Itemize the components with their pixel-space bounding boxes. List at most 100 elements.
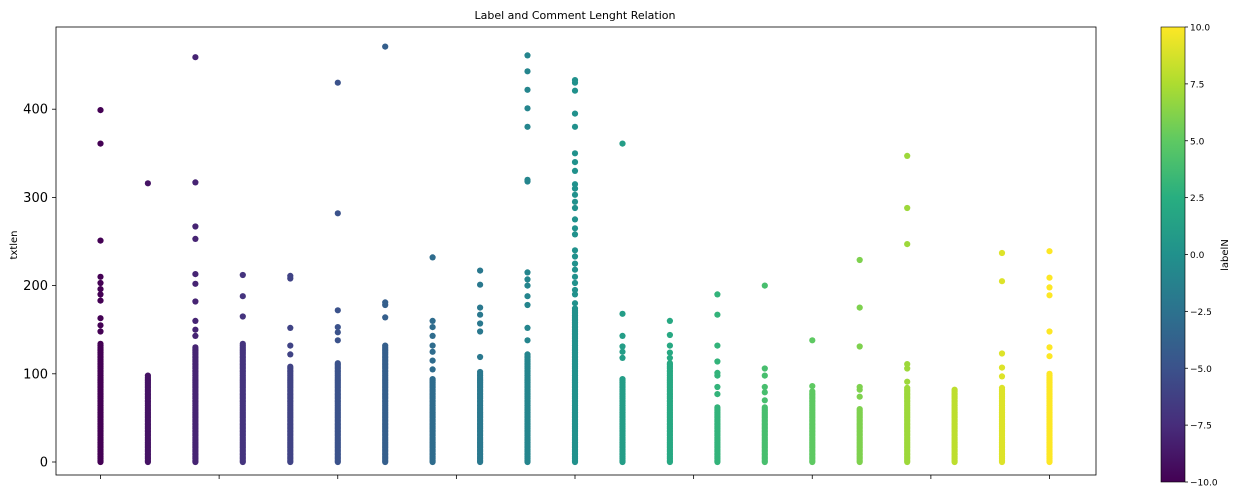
series-column <box>904 152 911 466</box>
scatter-point <box>192 298 199 305</box>
scatter-point <box>334 324 341 331</box>
scatter-point <box>761 372 768 379</box>
scatter-point <box>192 344 199 351</box>
scatter-point <box>571 77 579 84</box>
scatter-point <box>951 386 958 393</box>
series-column <box>571 77 579 466</box>
scatter-point <box>524 282 531 289</box>
scatter-point <box>714 404 721 411</box>
scatter-point <box>192 332 199 339</box>
scatter-point <box>97 140 104 147</box>
series-column <box>287 272 294 466</box>
scatter-point <box>334 79 341 86</box>
scatter-point <box>97 322 104 329</box>
colorbar-tick-label: 7.5 <box>1190 80 1204 90</box>
series-column <box>619 140 626 466</box>
scatter-point <box>571 253 579 260</box>
scatter-point <box>382 299 389 306</box>
scatter-point <box>904 152 911 159</box>
series-column <box>809 337 816 466</box>
y-axis-ticks: 0 100 200 300 400 <box>23 103 56 471</box>
scatter-point <box>714 358 721 365</box>
colorbar-gradient <box>1160 26 1186 483</box>
scatter-point <box>998 350 1006 357</box>
y-tick-label: 0 <box>40 456 48 471</box>
y-tick-label: 300 <box>23 191 48 206</box>
scatter-point <box>714 369 721 376</box>
plot-frame <box>55 26 1097 476</box>
scatter-point <box>287 324 294 331</box>
scatter-point <box>334 360 341 367</box>
scatter-point <box>429 254 436 261</box>
scatter-point <box>334 337 341 344</box>
scatter-point <box>619 376 626 383</box>
scatter-point <box>571 231 579 238</box>
scatter-point <box>761 404 768 411</box>
series-column <box>666 317 674 466</box>
scatter-point <box>524 337 531 344</box>
colorbar-tick-label: −5.0 <box>1190 365 1212 375</box>
scatter-point <box>477 328 484 335</box>
scatter-point <box>571 150 579 157</box>
scatter-point <box>334 210 341 217</box>
scatter-point <box>524 293 531 300</box>
series-column <box>477 267 484 466</box>
scatter-point <box>571 204 579 212</box>
scatter-point <box>524 324 531 331</box>
colorbar: 10.0 7.5 5.0 2.5 0.0 −2.5 −5.0 −7.5 −10.0 labelN <box>1160 24 1231 489</box>
y-axis-title: txtlen <box>9 230 20 259</box>
scatter-point <box>571 159 579 166</box>
scatter-point <box>1046 353 1053 360</box>
colorbar-tick-label: 0.0 <box>1190 251 1205 261</box>
series-column <box>239 271 246 466</box>
scatter-point <box>429 342 436 349</box>
scatter-point <box>1046 370 1053 377</box>
scatter-point <box>571 266 579 273</box>
scatter-point <box>571 300 579 307</box>
scatter-point <box>97 297 104 304</box>
scatter-point <box>998 373 1006 380</box>
series-column <box>524 52 531 466</box>
scatter-point <box>998 278 1006 285</box>
scatter-point <box>97 328 104 335</box>
scatter-point <box>619 332 626 339</box>
scatter-point <box>429 317 436 324</box>
colorbar-tick-label: 5.0 <box>1190 137 1205 147</box>
scatter-point <box>524 276 531 283</box>
chart-title: Label and Comment Lenght Relation <box>475 9 676 22</box>
scatter-point <box>524 269 531 276</box>
scatter-point <box>856 393 863 400</box>
scatter-point <box>856 406 863 413</box>
scatter-point <box>904 204 911 212</box>
scatter-point <box>429 366 436 373</box>
x-axis-ticks <box>100 475 1050 479</box>
scatter-point <box>571 247 579 254</box>
series-column <box>97 107 104 466</box>
scatter-point <box>619 348 626 355</box>
scatter-point <box>429 348 436 355</box>
scatter-point <box>382 43 389 50</box>
colorbar-tick-label: 2.5 <box>1190 194 1204 204</box>
scatter-point <box>192 54 199 61</box>
scatter-point <box>619 140 626 147</box>
series-column <box>856 256 863 466</box>
scatter-point <box>97 279 104 287</box>
scatter-point <box>334 307 341 314</box>
scatter-point <box>192 326 199 333</box>
colorbar-tick-label: 10.0 <box>1190 24 1210 34</box>
scatter-point <box>571 273 579 280</box>
scatter-point <box>856 256 863 264</box>
scatter-point <box>429 376 436 383</box>
series-column <box>334 79 341 466</box>
series-column <box>761 282 768 466</box>
scatter-point <box>192 235 199 242</box>
scatter-point <box>904 378 911 385</box>
scatter-point <box>666 342 674 349</box>
scatter-point <box>856 383 863 391</box>
scatter-point <box>144 180 151 187</box>
colorbar-title: labelN <box>1220 239 1231 271</box>
colorbar-tick-label: −2.5 <box>1190 308 1212 318</box>
scatter-point <box>571 110 579 117</box>
scatter-point <box>429 332 436 339</box>
scatter-point <box>571 216 579 223</box>
